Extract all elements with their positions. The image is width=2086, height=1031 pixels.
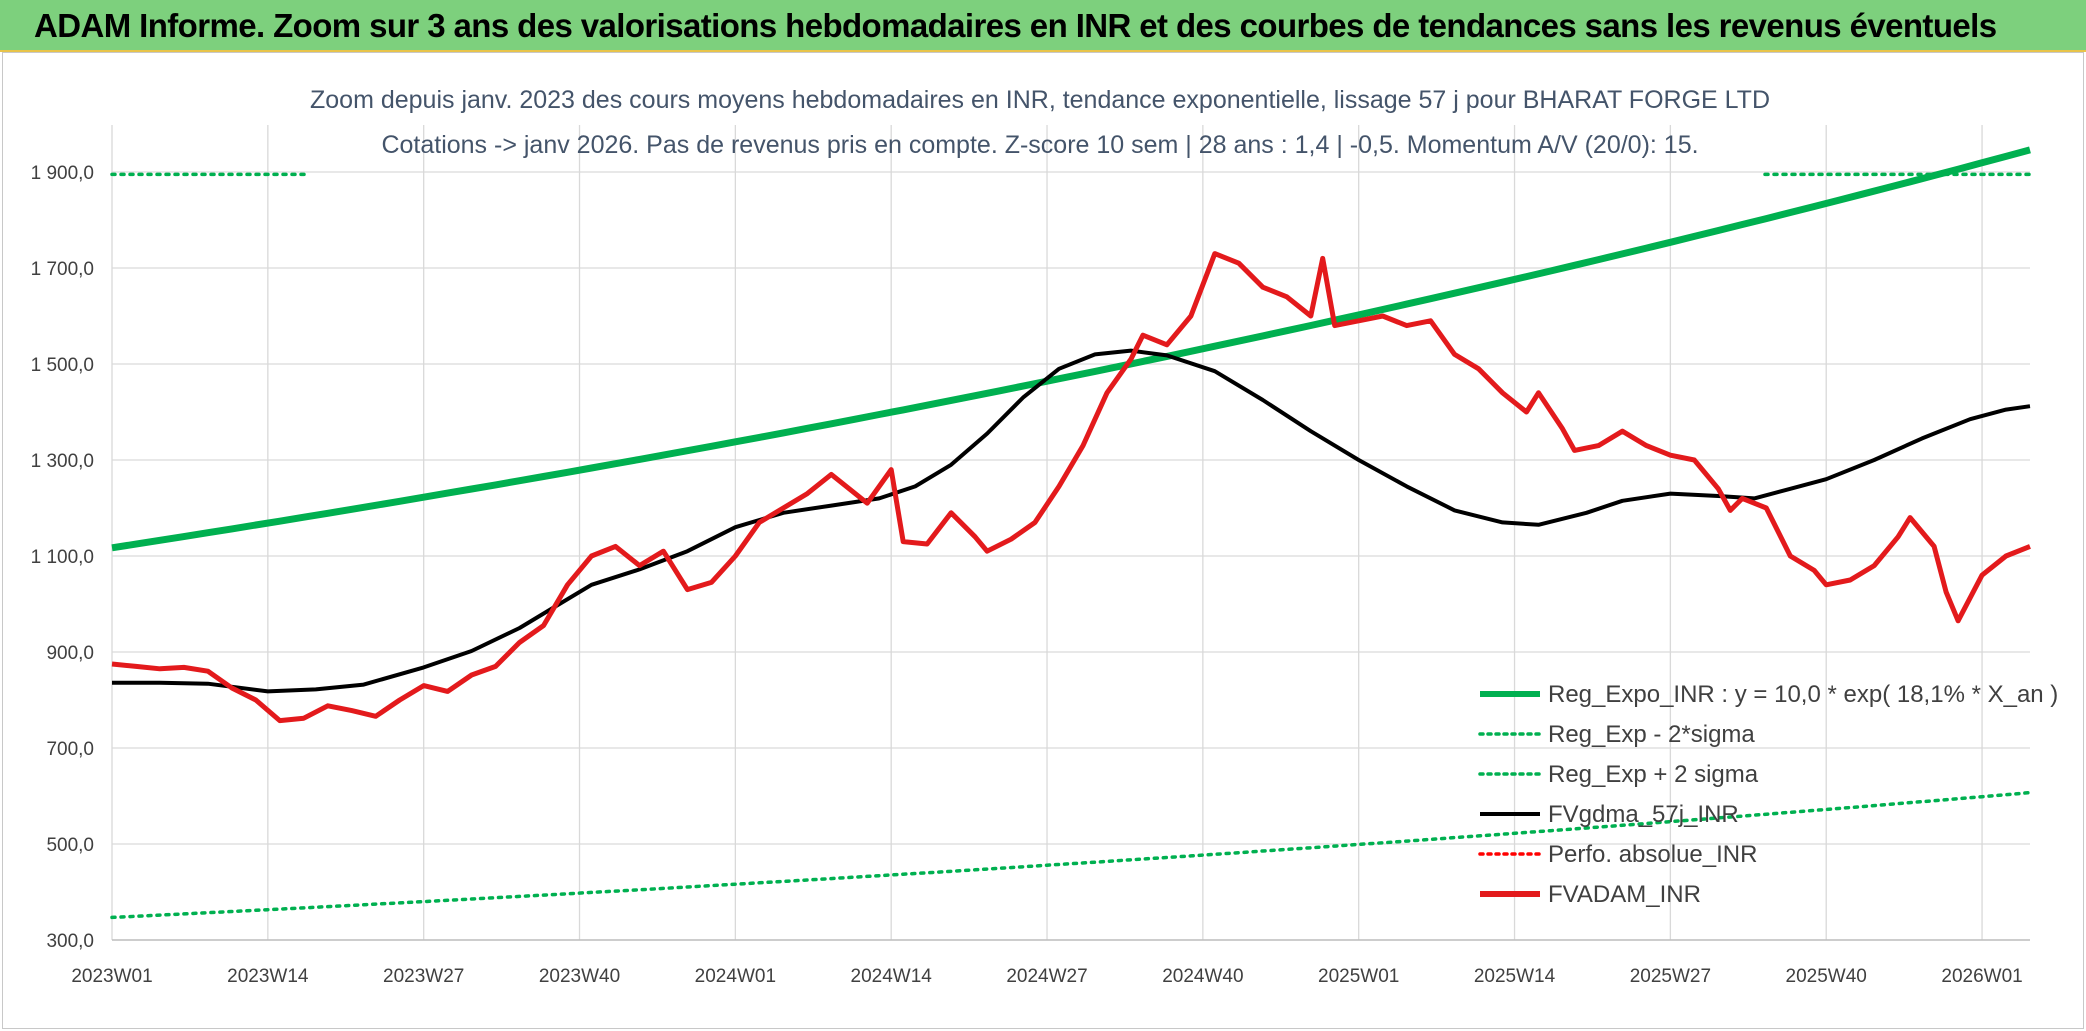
legend-label-3: FVgdma_57j_INR xyxy=(1548,801,1739,828)
y-tick-label: 500,0 xyxy=(46,835,94,856)
x-tick-label: 2023W27 xyxy=(383,966,464,987)
x-tick-label: 2026W01 xyxy=(1941,966,2022,987)
x-tick-label: 2024W01 xyxy=(695,966,776,987)
y-tick-label: 1 300,0 xyxy=(31,451,94,472)
banner-title: ADAM Informe. Zoom sur 3 ans des valoris… xyxy=(34,7,1997,44)
x-tick-label: 2024W14 xyxy=(851,966,933,987)
x-axis: 2023W01 2023W14 2023W27 2023W40 2024W01 2024W… xyxy=(71,939,2030,987)
y-tick-label: 1 500,0 xyxy=(31,355,94,376)
x-tick-label: 2023W01 xyxy=(71,966,152,987)
x-tick-label: 2023W40 xyxy=(539,966,620,987)
legend-label-2: Reg_Exp + 2 sigma xyxy=(1548,761,1759,788)
chart-title: Zoom depuis janv. 2023 des cours moyens … xyxy=(310,86,1770,114)
chart-border xyxy=(2,52,2084,1029)
legend-label-1: Reg_Exp - 2*sigma xyxy=(1548,721,1755,748)
x-tick-label: 2025W27 xyxy=(1630,966,1711,987)
legend-label-5: FVADAM_INR xyxy=(1548,881,1701,908)
x-tick-label: 2025W01 xyxy=(1318,966,1399,987)
legend-label-4: Perfo. absolue_INR xyxy=(1548,841,1757,868)
y-tick-label: 900,0 xyxy=(46,643,94,664)
grid xyxy=(111,125,2030,941)
series-layer xyxy=(110,146,2032,920)
y-tick-label: 1 700,0 xyxy=(31,259,94,280)
banner: ADAM Informe. Zoom sur 3 ans des valoris… xyxy=(0,0,2086,52)
series-reg-exp-minus-2sigma xyxy=(110,790,2032,920)
y-tick-label: 300,0 xyxy=(46,931,94,952)
legend: Reg_Expo_INR : y = 10,0 * exp( 18,1% * X… xyxy=(1478,681,2058,908)
x-tick-label: 2025W40 xyxy=(1786,966,1867,987)
y-tick-label: 1 100,0 xyxy=(31,547,94,568)
y-tick-label: 1 900,0 xyxy=(31,163,94,184)
legend-label-0: Reg_Expo_INR : y = 10,0 * exp( 18,1% * X… xyxy=(1548,681,2058,708)
x-tick-label: 2024W40 xyxy=(1162,966,1243,987)
y-axis: 300,0 500,0 700,0 900,0 1 100,0 1 300,0 1 500,… xyxy=(31,163,94,952)
series-reg-expo-inr xyxy=(111,146,2031,552)
series-fvadam-inr xyxy=(111,251,2031,724)
x-tick-label: 2024W27 xyxy=(1006,966,1087,987)
x-tick-label: 2025W14 xyxy=(1474,966,1556,987)
chart-subtitle: Cotations -> janv 2026. Pas de revenus p… xyxy=(381,131,1698,159)
series-fvgdma-57j xyxy=(112,348,2031,694)
y-tick-label: 700,0 xyxy=(46,739,94,760)
x-tick-label: 2023W14 xyxy=(227,966,309,987)
